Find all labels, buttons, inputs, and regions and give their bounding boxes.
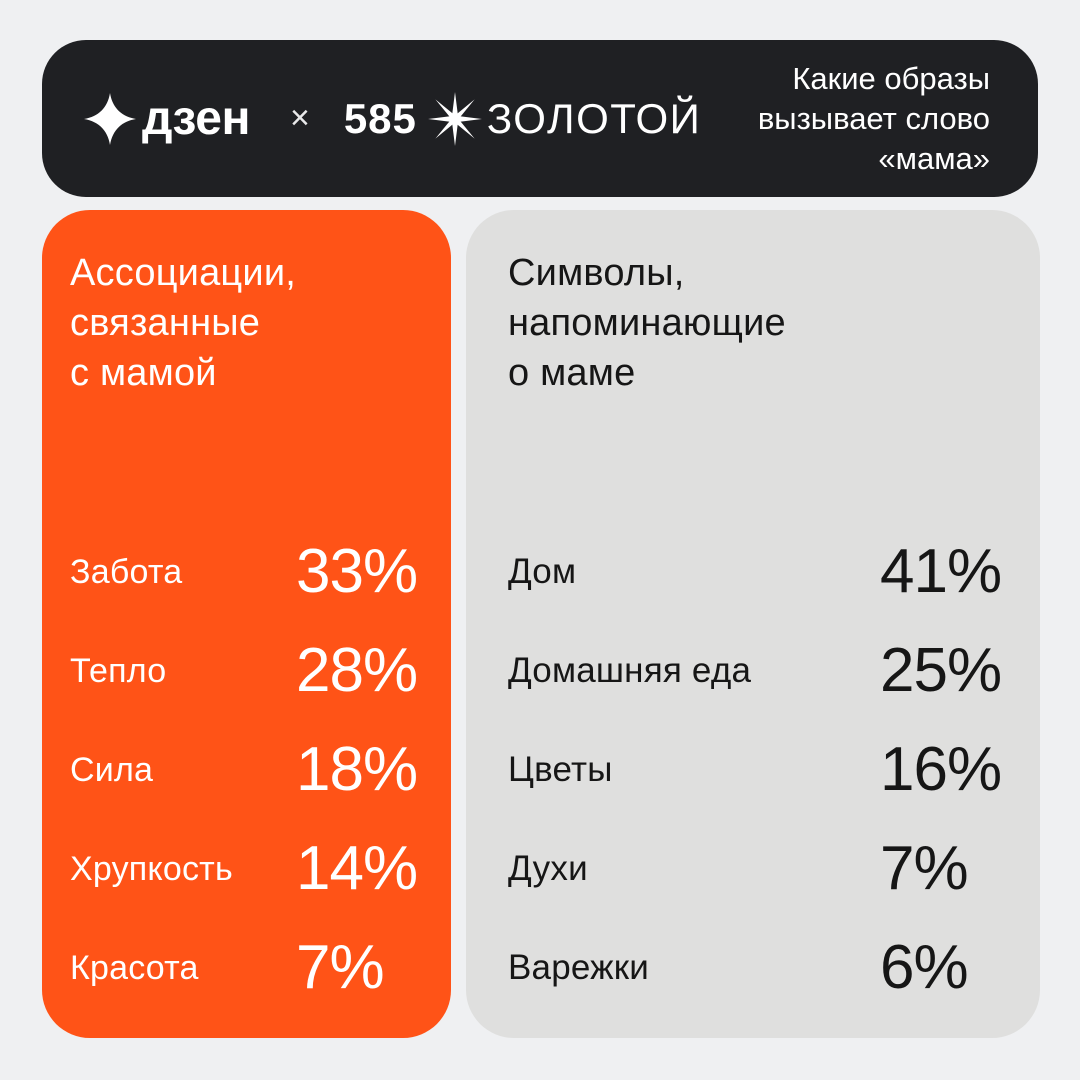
stat-label: Варежки <box>508 948 650 987</box>
header-bar: дзен × 585 ЗОЛОТОЙ Как <box>42 40 1038 197</box>
stat-row: Варежки 6% <box>508 928 998 1008</box>
brand-lockup: дзен × 585 ЗОЛОТОЙ <box>84 91 701 147</box>
stat-value: 16% <box>880 735 1002 804</box>
stat-label: Домашняя еда <box>508 651 752 690</box>
associations-card: Ассоциации, связанные с мамой Забота 33%… <box>42 210 451 1038</box>
stat-label: Забота <box>70 552 183 591</box>
stat-label: Дом <box>508 552 577 591</box>
symbols-card-title: Символы, напоминающие о маме <box>508 252 786 394</box>
stat-value: 7% <box>296 933 385 1002</box>
stat-value: 41% <box>880 537 1002 606</box>
stat-row: Дом 41% <box>508 532 1002 612</box>
zen-logo-text: дзен <box>142 92 250 145</box>
stat-row: Сила 18% <box>70 730 423 810</box>
starburst-icon <box>427 91 483 147</box>
associations-card-title: Ассоциации, связанные с мамой <box>70 252 297 394</box>
stat-value: 14% <box>296 834 418 903</box>
collab-x-separator: × <box>289 99 310 137</box>
stat-row: Красота 7% <box>70 928 423 1008</box>
stat-row: Духи 7% <box>508 829 998 909</box>
stat-label: Цветы <box>508 750 613 789</box>
zen-sparkle-icon <box>84 92 136 145</box>
stat-value: 33% <box>296 537 418 606</box>
stat-label: Тепло <box>70 651 167 690</box>
symbols-card: Символы, напоминающие о маме Дом 41% Дом… <box>466 210 1040 1038</box>
associations-rows: Забота 33% Тепло 28% Сила 18% Хрупкость … <box>70 532 423 1008</box>
zen-logo: дзен <box>84 91 250 146</box>
stat-row: Хрупкость 14% <box>70 829 423 909</box>
partner-number: 585 <box>343 94 417 142</box>
stat-row: Цветы 16% <box>508 730 1002 810</box>
stat-row: Тепло 28% <box>70 631 423 711</box>
stat-label: Сила <box>70 750 154 789</box>
infographic-title: Какие образы вызывает слово «мама» <box>757 60 990 176</box>
stat-label: Красота <box>70 948 199 987</box>
partner-logo-585-zolotoy: 585 ЗОЛОТОЙ <box>344 91 702 147</box>
stat-value: 7% <box>880 834 969 903</box>
partner-name: ЗОЛОТОЙ <box>486 94 702 142</box>
symbols-rows: Дом 41% Домашняя еда 25% Цветы 16% Духи … <box>508 532 1002 1008</box>
stat-value: 28% <box>296 636 418 705</box>
stat-value: 6% <box>880 933 969 1002</box>
stat-label: Хрупкость <box>70 849 233 888</box>
stat-value: 18% <box>296 735 418 804</box>
stat-label: Духи <box>508 849 588 888</box>
stat-value: 25% <box>880 636 1002 705</box>
stat-row: Забота 33% <box>70 532 423 612</box>
stat-row: Домашняя еда 25% <box>508 631 1002 711</box>
